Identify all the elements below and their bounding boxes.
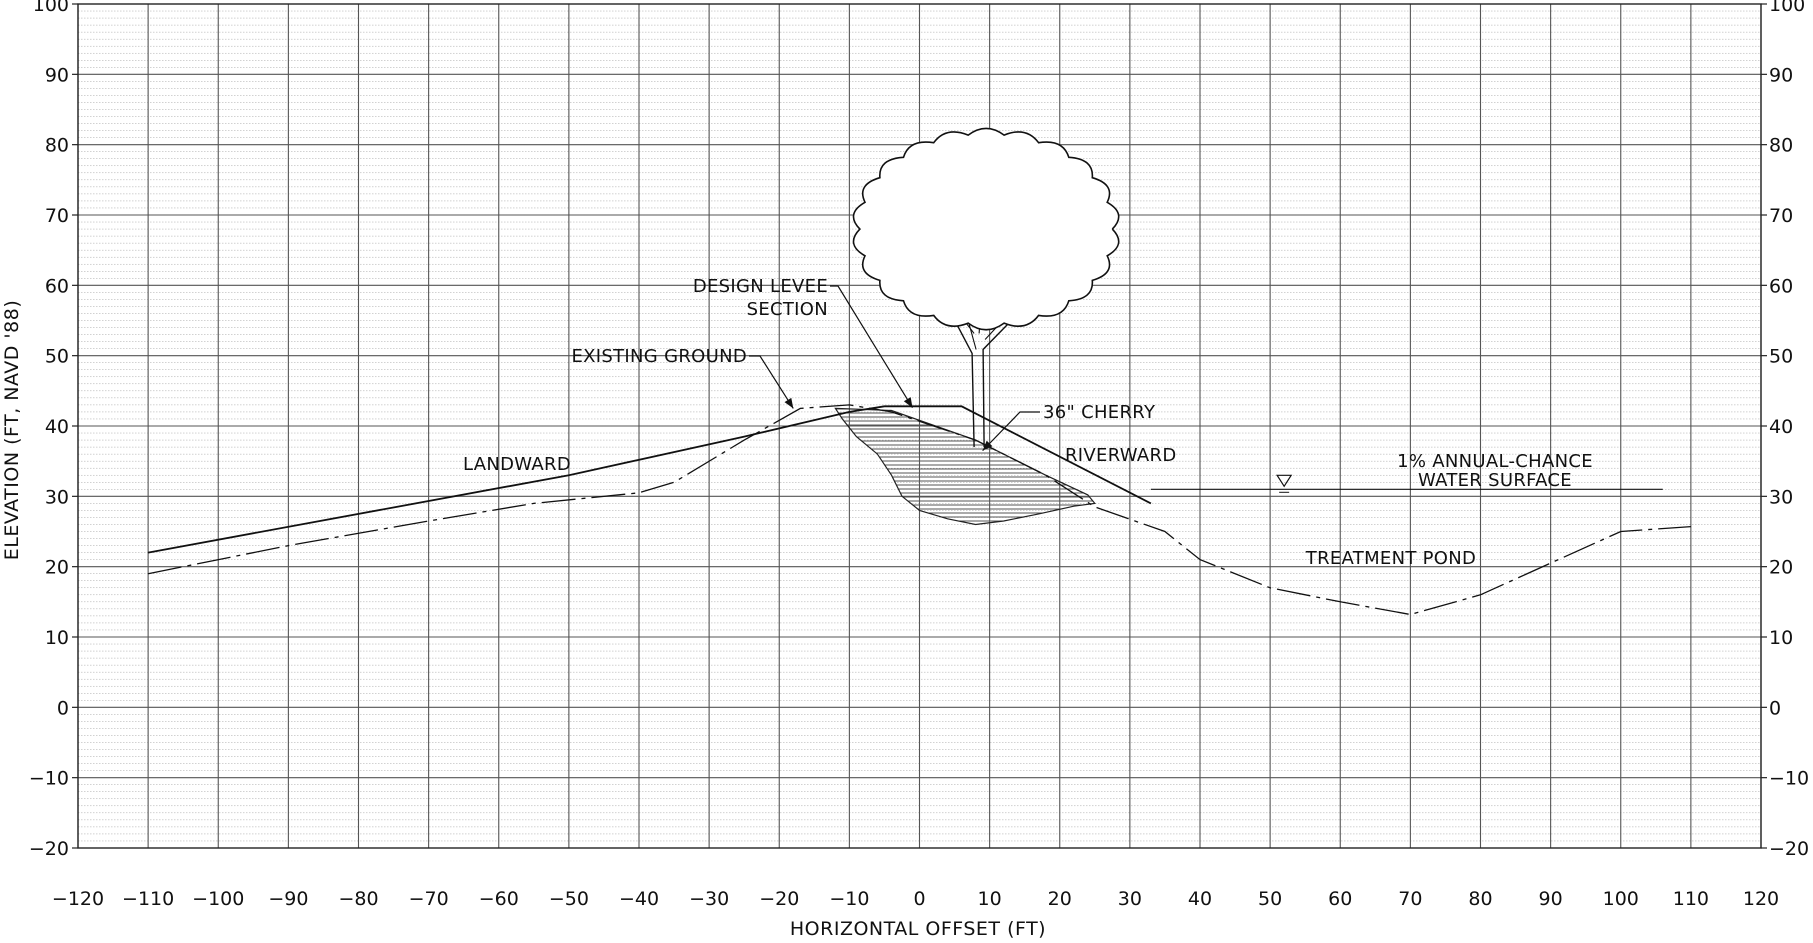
label-existing-ground: EXISTING GROUND [572, 346, 748, 367]
y-tick-label-left: 70 [45, 205, 69, 227]
x-tick-label: −40 [619, 888, 659, 910]
label-riverward: RIVERWARD [1065, 445, 1176, 466]
y-tick-label-right: 100 [1769, 0, 1805, 16]
leader-design-levee [830, 285, 913, 409]
leader-existing-ground [749, 355, 794, 409]
y-tick-label-right: 90 [1769, 64, 1793, 86]
y-tick-label-right: 80 [1769, 135, 1793, 157]
x-tick-label: −120 [52, 888, 104, 910]
y-tick-label-left: 60 [45, 275, 69, 297]
x-tick-label: 80 [1468, 888, 1492, 910]
leader-cherry [982, 411, 1040, 452]
x-tick-label: −20 [759, 888, 799, 910]
y-tick-label-left: −10 [29, 768, 69, 790]
y-tick-label-right: −20 [1769, 838, 1809, 860]
y-tick-label-right: 60 [1769, 275, 1793, 297]
x-tick-label: 110 [1673, 888, 1709, 910]
x-tick-label: −90 [268, 888, 308, 910]
x-tick-label: 90 [1539, 888, 1563, 910]
y-tick-label-right: 20 [1769, 557, 1793, 579]
series-lines [147, 404, 1691, 616]
y-tick-label-left: 0 [57, 697, 69, 719]
y-tick-label-left: 100 [33, 0, 69, 16]
arrowhead-design-levee [903, 397, 913, 408]
x-axis-ticks: −120 −110 −100 −90 −80 −70 −60 −50 −40 −30 −20 −10 0… [52, 888, 1779, 910]
y-tick-label-left: 40 [45, 416, 69, 438]
water-level-triangle [1276, 474, 1293, 488]
label-water-surface-line1: 1% ANNUAL-CHANCE [1397, 451, 1593, 472]
x-tick-label: 120 [1743, 888, 1779, 910]
y-tick-label-left: 20 [45, 557, 69, 579]
x-tick-label: −50 [549, 888, 589, 910]
x-tick-label: −60 [479, 888, 519, 910]
x-tick-label: 40 [1188, 888, 1212, 910]
y-tick-label-right: 0 [1769, 697, 1781, 719]
y-tick-label-right: 70 [1769, 205, 1793, 227]
x-tick-label: −100 [192, 888, 244, 910]
x-tick-label: −30 [689, 888, 729, 910]
y-tick-label-left: 30 [45, 486, 69, 508]
series-line [147, 404, 1691, 616]
x-tick-label: 30 [1118, 888, 1142, 910]
y-tick-label-right: 50 [1769, 346, 1793, 368]
label-design-levee-line2: SECTION [747, 299, 828, 320]
y-tick-label-right: 40 [1769, 416, 1793, 438]
x-tick-label: −110 [122, 888, 174, 910]
series-line [147, 405, 1152, 554]
label-cherry: 36" CHERRY [1043, 402, 1156, 423]
x-tick-label: 60 [1328, 888, 1352, 910]
label-treatment-pond: TREATMENT POND [1305, 548, 1476, 569]
y-axis-title: ELEVATION (FT, NAVD '88) [1, 300, 23, 560]
x-tick-label: 10 [978, 888, 1002, 910]
arrowhead-cherry [982, 440, 993, 451]
x-axis-title: HORIZONTAL OFFSET (FT) [790, 918, 1046, 940]
water-surface-symbol [1276, 474, 1293, 493]
y-tick-label-left: 90 [45, 64, 69, 86]
arrowhead-existing-ground [784, 397, 794, 409]
y-axis-ticks-left: −20 −10 0 10 20 30 40 50 60 70 80 90 100 [29, 0, 78, 860]
annotations: DESIGN LEVEE SECTION EXISTING GROUND 36"… [463, 276, 1593, 569]
x-tick-label: 100 [1603, 888, 1639, 910]
tree-crown [852, 127, 1120, 331]
y-tick-label-left: 10 [45, 627, 69, 649]
x-tick-label: −10 [829, 888, 869, 910]
label-design-levee-line1: DESIGN LEVEE [693, 276, 828, 297]
cherry-tree-icon [852, 127, 1120, 448]
y-axis-ticks-right: −20 −10 0 10 20 30 40 50 60 70 80 90 100 [1761, 0, 1809, 860]
x-tick-label: −70 [409, 888, 449, 910]
x-tick-label: 20 [1048, 888, 1072, 910]
y-tick-label-left: 80 [45, 135, 69, 157]
y-tick-label-left: 50 [45, 346, 69, 368]
leader-lines [749, 285, 1040, 452]
label-landward: LANDWARD [463, 454, 571, 475]
y-tick-label-right: 10 [1769, 627, 1793, 649]
y-tick-label-right: −10 [1769, 768, 1809, 790]
x-tick-label: 70 [1398, 888, 1422, 910]
y-tick-label-right: 30 [1769, 486, 1793, 508]
y-tick-label-left: −20 [29, 838, 69, 860]
x-tick-label: −80 [338, 888, 378, 910]
x-tick-label: 0 [913, 888, 925, 910]
label-water-surface-line2: WATER SURFACE [1418, 470, 1572, 491]
x-tick-label: 50 [1258, 888, 1282, 910]
